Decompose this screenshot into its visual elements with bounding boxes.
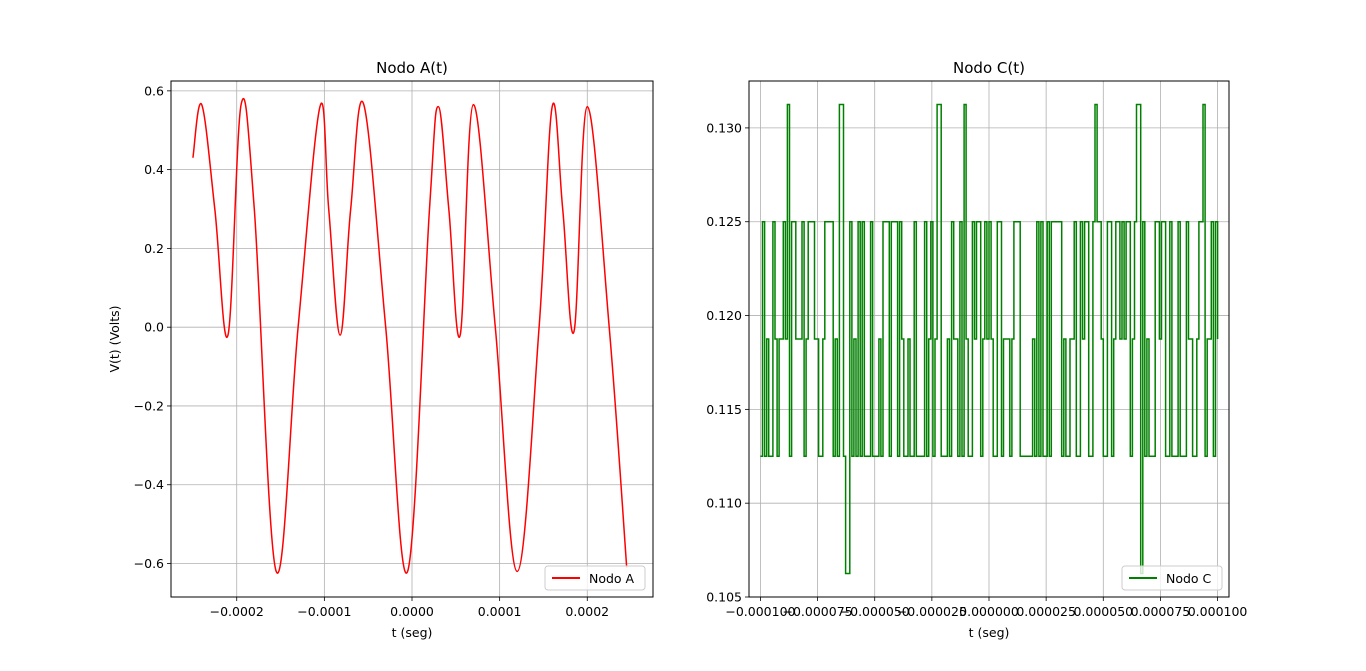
chart-c-legend-label: Nodo C <box>1166 571 1212 586</box>
chart-c-ticks: −0.000100−0.000075−0.000050−0.0000250.00… <box>706 120 1247 619</box>
chart-a-xlabel: t (seg) <box>392 625 433 640</box>
chart-c-xlabel: t (seg) <box>969 625 1010 640</box>
chart-a-ytick-label-0: −0.6 <box>134 556 164 571</box>
chart-c-xtick-label-5: 0.000025 <box>1016 604 1076 619</box>
chart-c-title: Nodo C(t) <box>953 59 1025 77</box>
chart-c-legend-box <box>1121 565 1223 591</box>
chart-a-grid <box>171 81 653 597</box>
chart-a-ytick-label-1: −0.4 <box>134 477 164 492</box>
chart-a-ytick-label-6: 0.6 <box>144 83 164 98</box>
chart-a-title: Nodo A(t) <box>376 59 448 77</box>
chart-a-legend: Nodo A <box>544 565 646 591</box>
chart-a-ylabel: V(t) (Volts) <box>107 305 122 372</box>
chart-a-xtick-label-3: 0.0001 <box>478 604 522 619</box>
chart-c-ytick-label-5: 0.130 <box>706 120 742 135</box>
chart-a-xtick-label-0: −0.0002 <box>210 604 264 619</box>
chart-a-ytick-label-5: 0.4 <box>144 162 164 177</box>
chart-c-xtick-label-6: 0.000050 <box>1073 604 1133 619</box>
chart-a-legend-label: Nodo A <box>589 571 635 586</box>
chart-c-xtick-label-1: −0.000075 <box>783 604 853 619</box>
chart-nodo-a: −0.0002 −0.0001 0.0000 0.0001 0.0002 −0.6 −0.4… <box>107 59 654 640</box>
chart-c-xtick-label-2: −0.000050 <box>840 604 910 619</box>
chart-a-legend-box <box>544 565 646 591</box>
chart-a-xtick-label-4: 0.0002 <box>565 604 609 619</box>
chart-a-xtick-label-2: 0.0000 <box>390 604 434 619</box>
chart-c-xtick-label-4: 0.000000 <box>959 604 1019 619</box>
chart-a-xtick-label-1: −0.0001 <box>297 604 351 619</box>
chart-c-xtick-label-8: 0.000100 <box>1188 604 1248 619</box>
chart-c-xtick-label-7: 0.000075 <box>1131 604 1191 619</box>
chart-c-ytick-label-4: 0.125 <box>706 214 742 229</box>
chart-a-ytick-label-3: 0.0 <box>144 320 164 335</box>
chart-c-ytick-label-1: 0.110 <box>706 496 742 511</box>
chart-c-xtick-label-0: −0.000100 <box>725 604 795 619</box>
chart-a-line-nodo-a <box>192 97 628 574</box>
chart-a-ytick-label-4: 0.2 <box>144 241 164 256</box>
chart-a-ytick-label-2: −0.2 <box>134 398 164 413</box>
chart-c-line-nodo-c <box>760 103 1219 575</box>
chart-c-legend: Nodo C <box>1121 565 1223 591</box>
chart-c-ytick-label-2: 0.115 <box>706 402 742 417</box>
chart-nodo-c: −0.000100−0.000075−0.000050−0.0000250.00… <box>706 59 1247 640</box>
chart-c-ytick-label-3: 0.120 <box>706 308 742 323</box>
chart-a-ticks: −0.0002 −0.0001 0.0000 0.0001 0.0002 −0.6 −0.4… <box>134 83 610 619</box>
chart-c-ytick-label-0: 0.105 <box>706 590 742 605</box>
chart-c-xtick-label-3: −0.000025 <box>897 604 967 619</box>
